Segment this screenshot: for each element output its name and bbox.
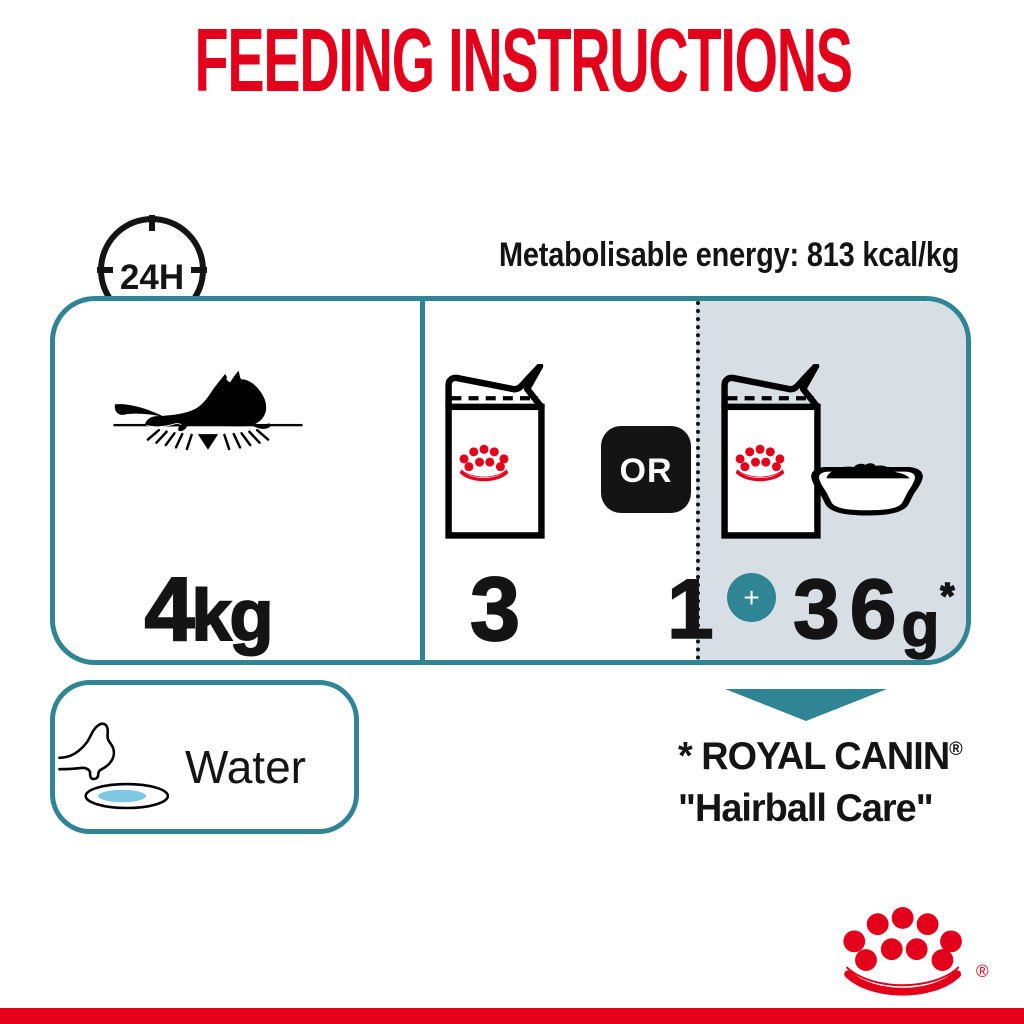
svg-text:24H: 24H bbox=[120, 258, 184, 297]
svg-text:®: ® bbox=[976, 961, 989, 981]
